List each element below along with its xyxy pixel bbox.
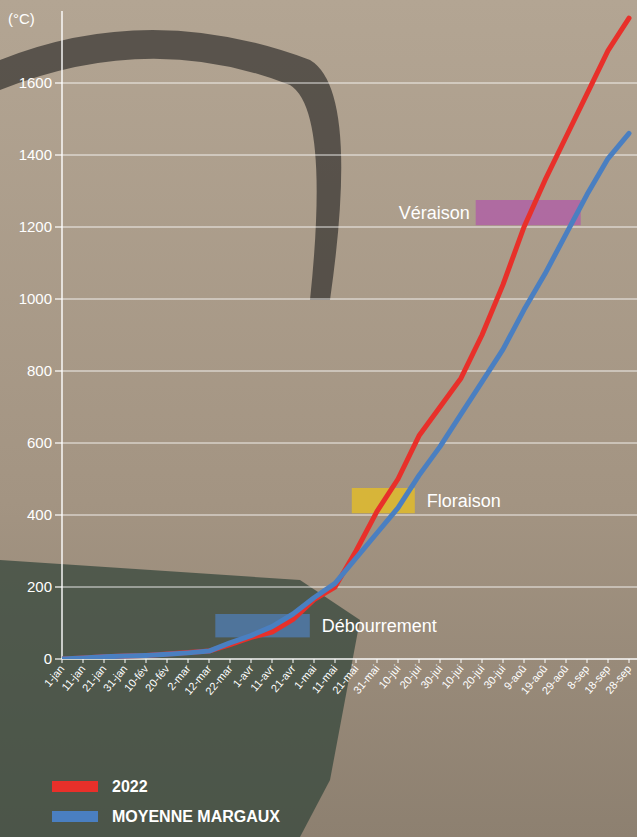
tick-mark	[377, 659, 378, 663]
tick-mark	[104, 659, 105, 663]
tick-label: 30-jui	[418, 663, 444, 691]
tick-mark	[356, 659, 357, 663]
legend: 2022 MOYENNE MARGAUX	[52, 778, 280, 825]
tick-mark	[398, 659, 399, 663]
phase-label: Véraison	[399, 203, 470, 223]
plot-area	[62, 18, 629, 659]
tick-mark	[482, 659, 483, 663]
tick-mark	[55, 298, 62, 299]
tick-mark	[461, 659, 462, 663]
tick-mark	[55, 370, 62, 371]
tick-label: 28-sep	[603, 663, 634, 696]
tick-label: 1200	[19, 218, 52, 235]
tick-mark	[55, 154, 62, 155]
background	[0, 0, 637, 837]
grid-line	[62, 587, 637, 588]
tick-mark	[272, 659, 273, 663]
tick-label: 10-jui	[376, 663, 402, 691]
tick-label: 21-avr	[268, 662, 297, 694]
tick-mark	[125, 659, 126, 663]
tick-label: 400	[27, 506, 52, 523]
tick-mark	[55, 82, 62, 83]
legend-swatch	[52, 781, 98, 792]
tick-mark	[55, 442, 62, 443]
tick-mark	[55, 586, 62, 587]
series-line	[62, 18, 629, 659]
tick-label: 20-jui	[460, 663, 486, 691]
tick-label: 20-jui	[397, 663, 423, 691]
tick-label: 20-fév	[143, 662, 172, 694]
series-line	[62, 133, 629, 659]
tick-mark	[503, 659, 504, 663]
grid-line	[62, 443, 637, 444]
legend-swatch	[52, 811, 98, 822]
chart: 0 200 400 600 800 1000 1200 1400 1600 (°C) 1-jan11…	[0, 0, 637, 837]
tick-mark	[251, 659, 252, 663]
tick-mark	[524, 659, 525, 663]
tick-mark	[62, 659, 63, 663]
grid-line	[62, 83, 637, 84]
grid-line	[62, 371, 637, 372]
axis-line	[61, 11, 62, 659]
axis-title: (°C)	[8, 10, 35, 27]
tick-label: 29-aoû	[539, 663, 570, 697]
tick-label: 800	[27, 362, 52, 379]
tick-mark	[335, 659, 336, 663]
x-axis: 1-jan11-jan21-jan31-jan10-fév20-fév2-mar…	[42, 659, 634, 697]
phase-labels: Débourrement Floraison Véraison	[322, 203, 501, 636]
tick-mark	[419, 659, 420, 663]
tick-mark	[167, 659, 168, 663]
tick-label: 0	[44, 650, 52, 667]
y-axis: 0 200 400 600 800 1000 1200 1400 1600	[19, 11, 637, 667]
tick-mark	[55, 658, 62, 659]
tick-label: 22-mar	[203, 662, 235, 697]
tick-mark	[230, 659, 231, 663]
phase-label: Débourrement	[322, 616, 437, 636]
tick-label: 1600	[19, 74, 52, 91]
tick-label: 600	[27, 434, 52, 451]
legend-label: MOYENNE MARGAUX	[112, 808, 280, 825]
tick-mark	[545, 659, 546, 663]
tick-mark	[608, 659, 609, 663]
phase-label: Floraison	[427, 491, 501, 511]
tick-mark	[55, 514, 62, 515]
grid-line	[62, 299, 637, 300]
tick-mark	[566, 659, 567, 663]
tick-mark	[209, 659, 210, 663]
grid-line	[62, 227, 637, 228]
tick-mark	[587, 659, 588, 663]
tick-mark	[293, 659, 294, 663]
background-shape	[0, 30, 341, 300]
tick-mark	[188, 659, 189, 663]
tick-mark	[314, 659, 315, 663]
tick-mark	[629, 659, 630, 663]
tick-label: 1000	[19, 290, 52, 307]
grid-line	[62, 659, 637, 660]
tick-mark	[83, 659, 84, 663]
tick-label: 1400	[19, 146, 52, 163]
grid-line	[62, 155, 637, 156]
tick-mark	[55, 226, 62, 227]
legend-label: 2022	[112, 778, 148, 795]
grid-line	[62, 515, 637, 516]
tick-mark	[146, 659, 147, 663]
axis-line	[62, 658, 637, 659]
tick-label: 200	[27, 578, 52, 595]
tick-label: 31-mai	[351, 663, 382, 696]
tick-mark	[440, 659, 441, 663]
tick-label: 10-jui	[439, 663, 465, 691]
